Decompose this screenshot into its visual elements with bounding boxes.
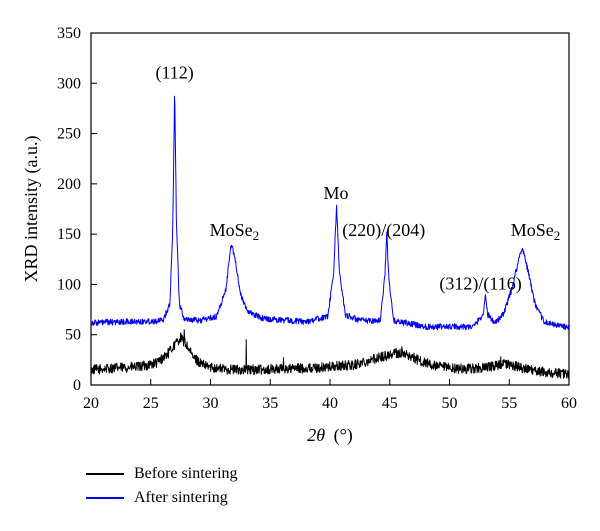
peak-annotation: MoSe2: [511, 220, 561, 243]
x-tick-label: 60: [561, 395, 577, 412]
peak-annotation: (312)/(116): [439, 273, 521, 294]
peak-annotation: (112): [155, 62, 193, 83]
series-line-after-sintering: [90, 95, 570, 331]
y-axis-title: XRD intensity (a.u.): [21, 136, 42, 283]
x-tick-label: 35: [262, 395, 278, 412]
legend-swatch-before: [86, 473, 124, 475]
x-tick-label: 25: [143, 395, 159, 412]
peak-annotation: Mo: [323, 183, 348, 203]
annotation-layer: (112) MoSe2 Mo (220)/(204) (312)/(116) MoSe2: [155, 62, 560, 294]
series-layer: [90, 95, 570, 379]
x-tick-label: 30: [203, 395, 219, 412]
y-tick-label: 50: [65, 327, 81, 344]
x-axis-title-symbol: 2θ: [307, 425, 325, 445]
legend-label-after: After sintering: [134, 489, 228, 506]
x-axis-title-unit: (°): [334, 425, 353, 446]
x-tick-label: 45: [382, 395, 398, 412]
y-tick-label: 100: [57, 276, 81, 293]
legend-item-before: Before sintering: [86, 462, 238, 486]
x-tick-label: 50: [442, 395, 458, 412]
y-tick-label: 250: [57, 126, 81, 143]
y-tick-label: 0: [73, 377, 81, 394]
y-tick-label: 150: [57, 226, 81, 243]
legend-swatch-after: [86, 497, 124, 499]
peak-annotation: (220)/(204): [342, 220, 425, 241]
y-tick-label: 200: [57, 176, 81, 193]
series-line-before-sintering: [90, 329, 570, 379]
plot-frame: [90, 32, 570, 386]
x-tick-label: 55: [501, 395, 517, 412]
x-axis-title: 2θ (°): [307, 425, 353, 446]
y-tick-label: 300: [57, 75, 81, 92]
x-tick-label: 40: [322, 395, 338, 412]
legend-label-before: Before sintering: [134, 465, 238, 482]
ticks-layer: 20 25 30 35 40 45 50 55 60 0 50 100 150 200 250 300 350: [57, 25, 577, 412]
x-tick-label: 20: [83, 395, 99, 412]
peak-annotation: MoSe2: [210, 220, 260, 243]
legend: Before sintering After sintering: [86, 462, 238, 510]
legend-item-after: After sintering: [86, 486, 238, 510]
y-tick-label: 350: [57, 25, 81, 42]
